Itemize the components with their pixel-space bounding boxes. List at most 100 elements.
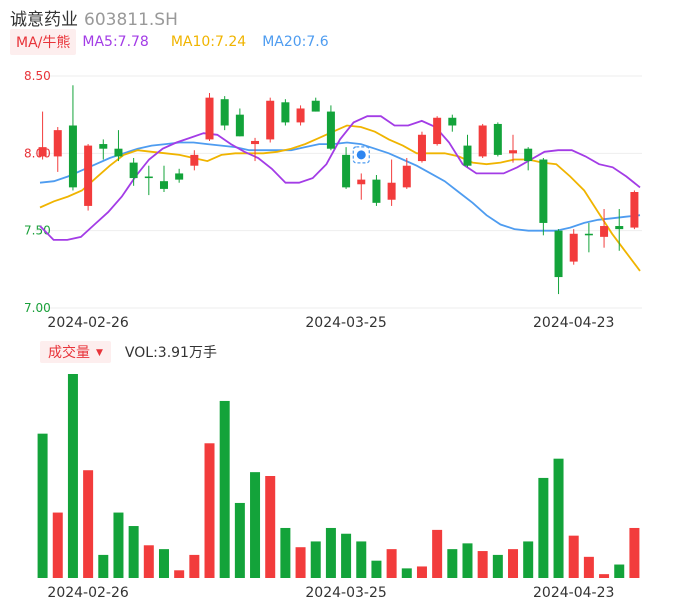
volume-bar: [492, 554, 503, 578]
candle-body: [53, 130, 62, 157]
ma5-label: MA5:7.78: [82, 34, 149, 50]
candle-body: [448, 117, 457, 126]
candle-body: [615, 226, 624, 230]
candle: [159, 165, 168, 192]
candle-body: [159, 181, 168, 189]
y-tick-label: 8.00: [24, 146, 51, 160]
volume-legend: 成交量 ▼ VOL:3.91万手: [40, 341, 217, 363]
volume-bar: [416, 566, 427, 578]
volume-bar: [538, 477, 549, 578]
volume-bar: [310, 541, 321, 578]
candle-body: [524, 148, 533, 162]
candle: [463, 134, 472, 168]
candle: [448, 114, 457, 132]
volume-bar: [219, 400, 230, 578]
volume-bar: [234, 502, 245, 578]
volume-bar: [250, 472, 261, 578]
volume-indicator-label: 成交量: [48, 345, 90, 361]
x-tick-label: 2024-04-23: [533, 315, 614, 331]
candle-body: [630, 192, 639, 228]
volume-bar: [204, 443, 215, 578]
candle-body: [144, 176, 153, 179]
candle-body: [266, 100, 275, 140]
event-marker-icon: [352, 146, 370, 164]
volume-bar: [614, 564, 625, 578]
candle: [387, 159, 396, 206]
volume-bar: [189, 554, 200, 578]
candle-body: [433, 117, 442, 145]
candle: [509, 134, 518, 163]
candle: [38, 111, 47, 160]
ma20-label: MA20:7.6: [262, 34, 329, 50]
candle: [129, 157, 138, 186]
volume-bar: [98, 554, 109, 578]
candle: [402, 157, 411, 189]
candle-body: [311, 100, 320, 112]
candle-body: [99, 144, 108, 149]
candle-body: [175, 173, 184, 180]
candle: [524, 147, 533, 171]
candle-body: [205, 97, 214, 140]
candle: [615, 209, 624, 251]
candle-body: [600, 226, 609, 237]
volume-bar: [325, 527, 336, 578]
volume-bar: [386, 549, 397, 578]
candle: [539, 157, 548, 236]
candle: [68, 85, 77, 191]
volume-x-axis: 2024-02-26 2024-03-25 2024-04-23: [47, 585, 614, 601]
stock-name: 诚意药业: [10, 10, 78, 30]
candle: [311, 97, 320, 112]
candle: [251, 137, 260, 162]
candle-body: [402, 165, 411, 188]
volume-bar: [447, 549, 458, 578]
candle-body: [84, 145, 93, 206]
volume-bar: [295, 547, 306, 578]
candlestick-series: [38, 85, 639, 295]
candle-body: [326, 111, 335, 149]
x-tick-label: 2024-03-25: [305, 315, 386, 331]
candle-body: [357, 179, 366, 185]
volume-bar: [599, 574, 610, 578]
ma-legend: MA/牛熊 MA5:7.78 MA10:7.24 MA20:7.6: [10, 29, 329, 55]
candle-body: [342, 154, 351, 188]
volume-bar: [568, 535, 579, 578]
x-tick-label: 2024-02-26: [47, 585, 128, 601]
candle: [417, 131, 426, 163]
volume-bar: [128, 526, 139, 578]
volume-bar: [477, 551, 488, 578]
y-tick-label: 7.00: [24, 301, 51, 315]
ma20-line: [39, 141, 641, 232]
volume-bar: [37, 433, 48, 578]
candle: [235, 108, 244, 137]
event-markers: [352, 146, 370, 164]
candle: [372, 174, 381, 206]
candle-body: [235, 114, 244, 137]
candle-body: [220, 99, 229, 126]
candle-body: [417, 134, 426, 162]
candle: [326, 105, 335, 151]
y-tick-label: 8.50: [24, 69, 51, 83]
volume-bar: [83, 470, 94, 578]
ma10-line: [39, 124, 641, 272]
candle: [478, 123, 487, 158]
ma-indicator-button[interactable]: MA/牛熊: [10, 29, 77, 55]
candle: [554, 229, 563, 295]
candle: [84, 144, 93, 211]
candle: [357, 173, 366, 200]
volume-bar: [341, 533, 352, 578]
candle: [584, 222, 593, 253]
volume-bar: [356, 541, 367, 578]
candle: [433, 116, 442, 146]
candle: [205, 93, 214, 141]
volume-bar: [158, 549, 169, 578]
candle: [342, 147, 351, 189]
moving-average-lines: [39, 115, 641, 272]
candle: [266, 97, 275, 143]
candle: [190, 150, 199, 171]
candle-body: [584, 233, 593, 236]
volume-value: VOL:3.91万手: [124, 345, 217, 361]
volume-indicator-button[interactable]: 成交量 ▼: [40, 341, 111, 363]
volume-bars: [37, 374, 640, 578]
ma10-label: MA10:7.24: [170, 34, 247, 50]
